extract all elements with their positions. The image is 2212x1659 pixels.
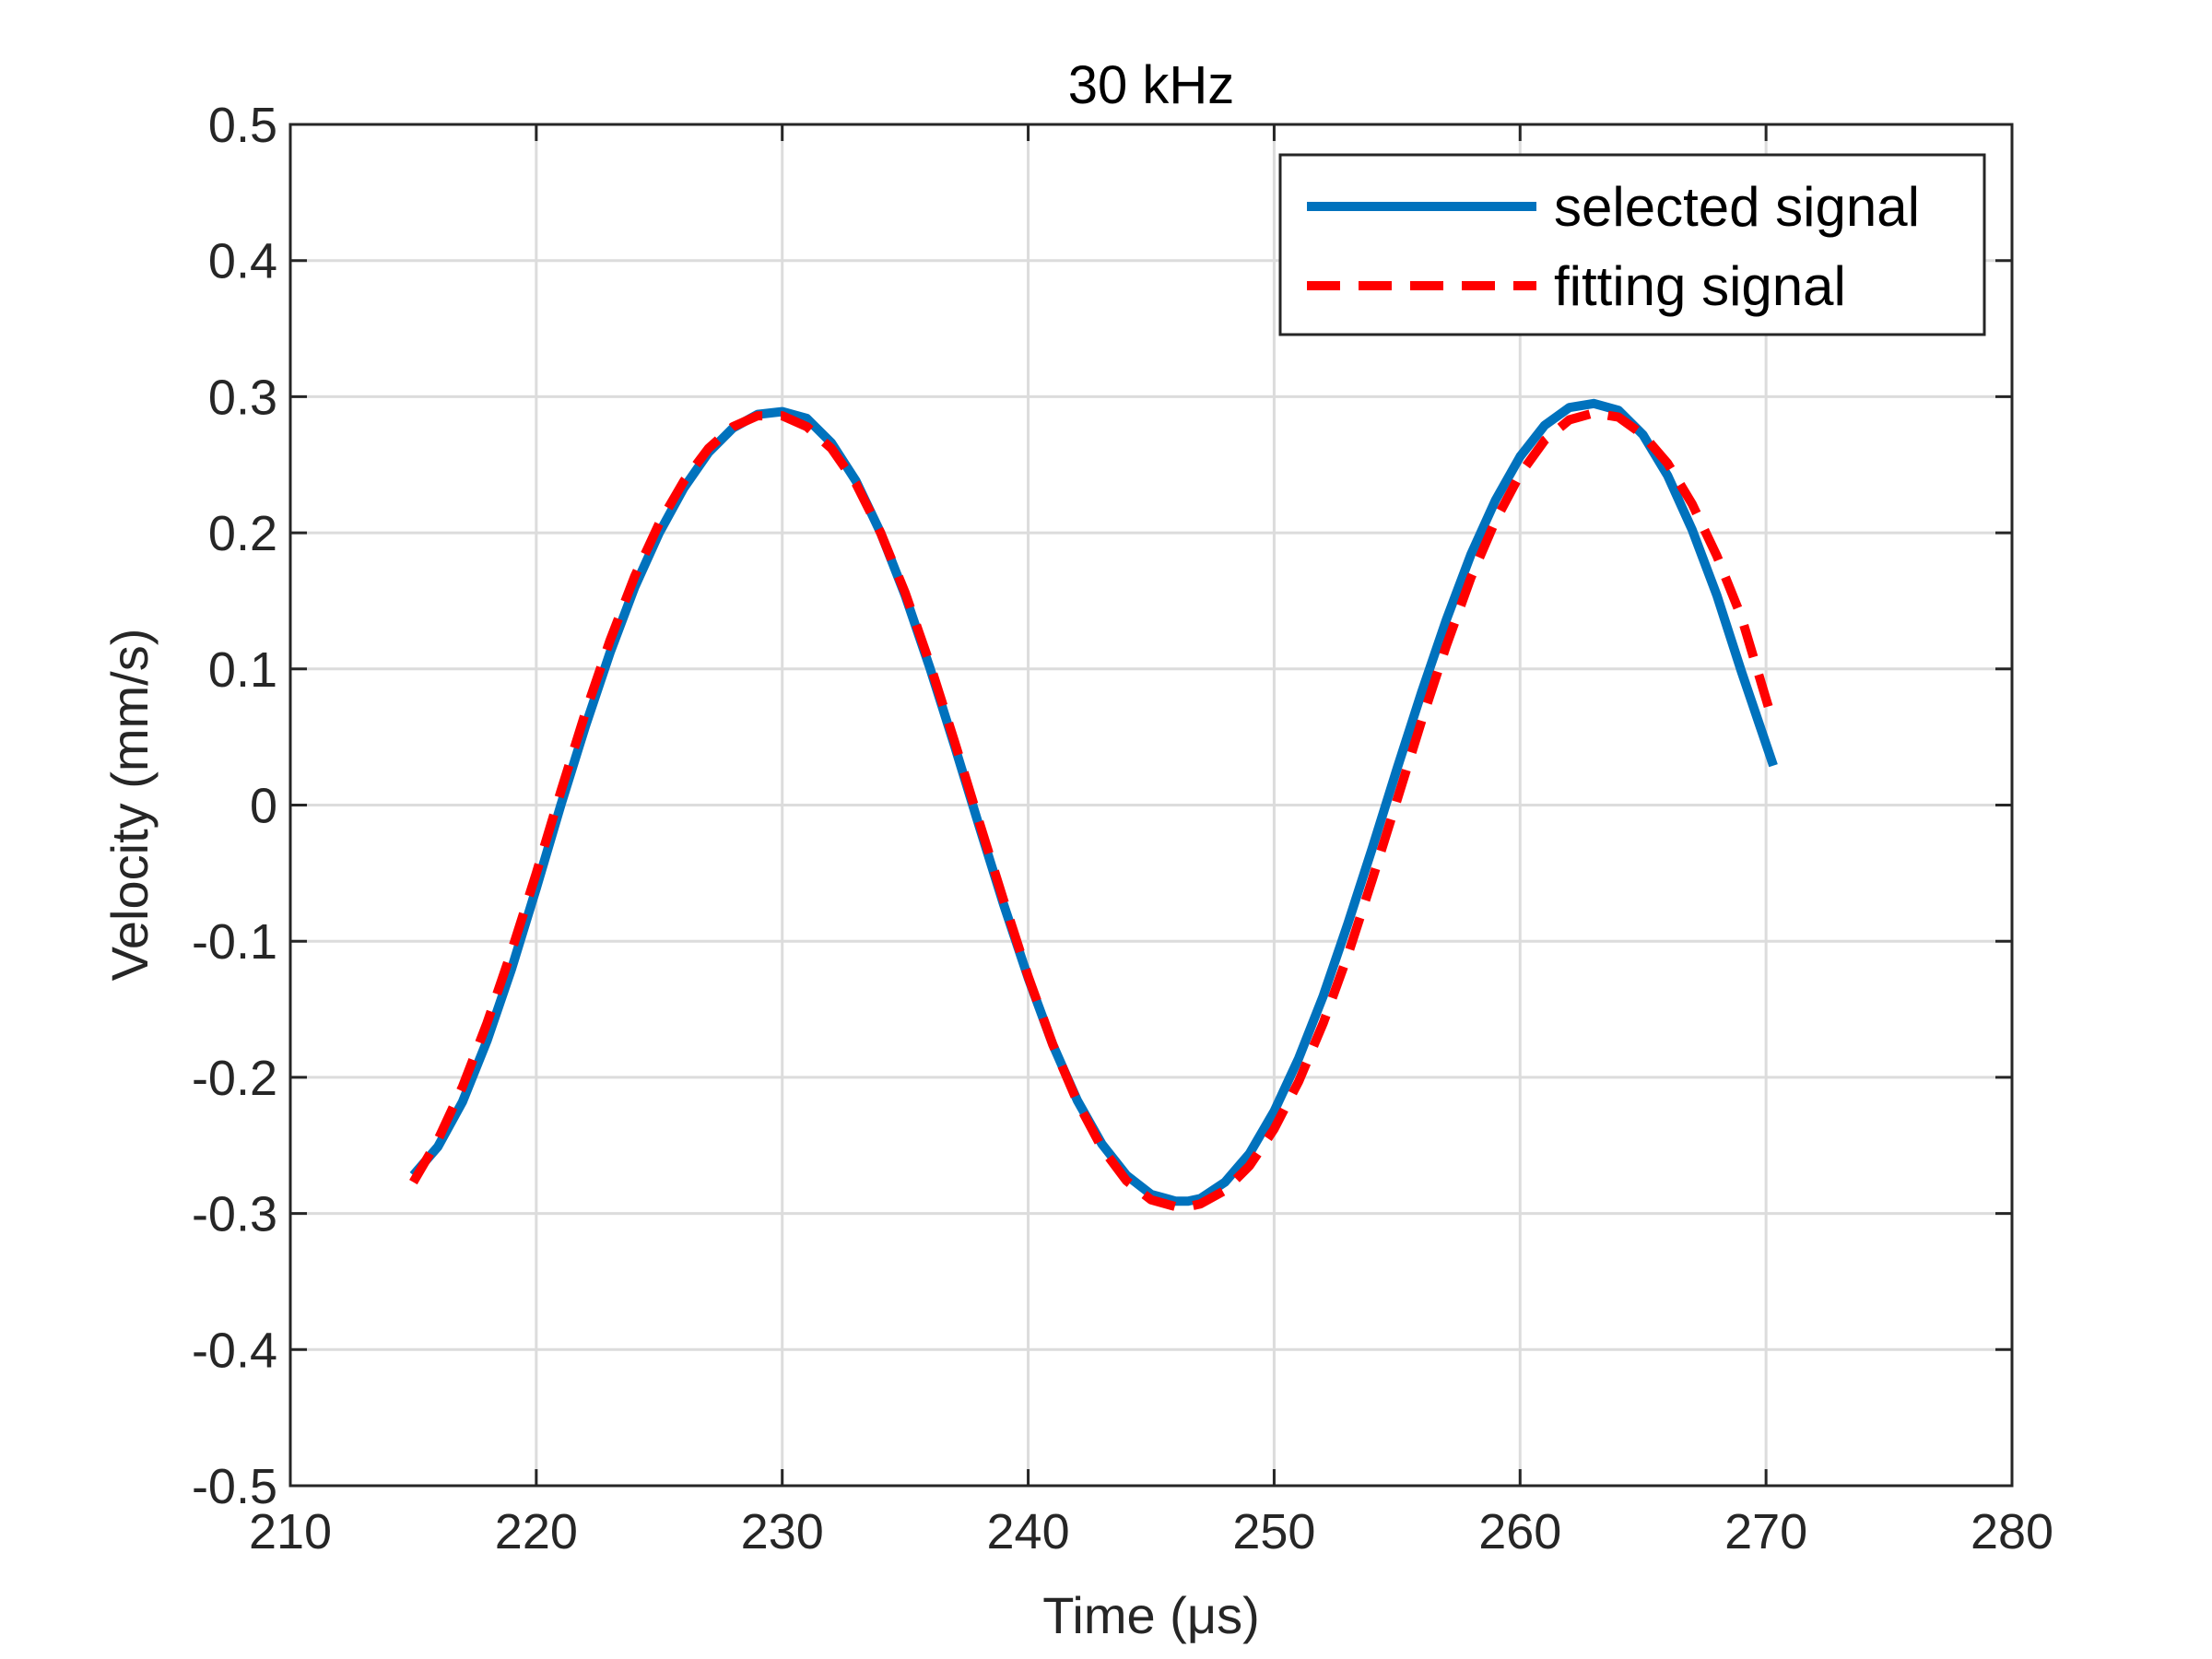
legend-label-selected-signal: selected signal bbox=[1554, 176, 1920, 238]
y-tick-label: 0.3 bbox=[208, 370, 277, 425]
x-tick-label: 280 bbox=[1971, 1504, 2053, 1559]
y-tick-label: -0.1 bbox=[192, 914, 277, 970]
x-axis-label: Time (μs) bbox=[1042, 1586, 1259, 1644]
y-tick-label: -0.2 bbox=[192, 1051, 277, 1106]
y-tick-label: 0.1 bbox=[208, 642, 277, 698]
y-tick-label: 0.4 bbox=[208, 234, 277, 289]
y-tick-label: -0.4 bbox=[192, 1323, 277, 1378]
x-tick-label: 230 bbox=[741, 1504, 824, 1559]
legend-label-fitting-signal: fitting signal bbox=[1554, 255, 1846, 317]
x-tick-label: 270 bbox=[1724, 1504, 1807, 1559]
tick-labels: 210 220 230 240 250 260 270 280 -0.5 -0.4 -0.3 -0.2… bbox=[192, 98, 2053, 1559]
x-tick-label: 260 bbox=[1478, 1504, 1561, 1559]
y-tick-label: -0.5 bbox=[192, 1459, 277, 1514]
x-tick-label: 220 bbox=[495, 1504, 578, 1559]
y-axis-label: Velocity (mm/s) bbox=[100, 629, 159, 982]
y-tick-label: 0.2 bbox=[208, 506, 277, 561]
axis-ticks bbox=[288, 123, 2014, 1488]
series-line-fitting-signal bbox=[409, 408, 1778, 1212]
series-line-selected-signal bbox=[409, 398, 1778, 1206]
x-tick-label: 210 bbox=[249, 1504, 332, 1559]
grid-lines bbox=[290, 124, 2012, 1486]
data-series bbox=[409, 398, 1778, 1212]
chart-title: 30 kHz bbox=[1068, 55, 1235, 115]
legend-box bbox=[1278, 153, 1986, 336]
y-tick-label: 0.5 bbox=[208, 98, 277, 153]
y-tick-label: -0.3 bbox=[192, 1187, 277, 1242]
x-tick-label: 250 bbox=[1232, 1504, 1315, 1559]
y-tick-label: 0 bbox=[250, 779, 277, 834]
legend: selected signal fitting signal bbox=[1278, 153, 1986, 336]
x-tick-label: 240 bbox=[987, 1504, 1070, 1559]
